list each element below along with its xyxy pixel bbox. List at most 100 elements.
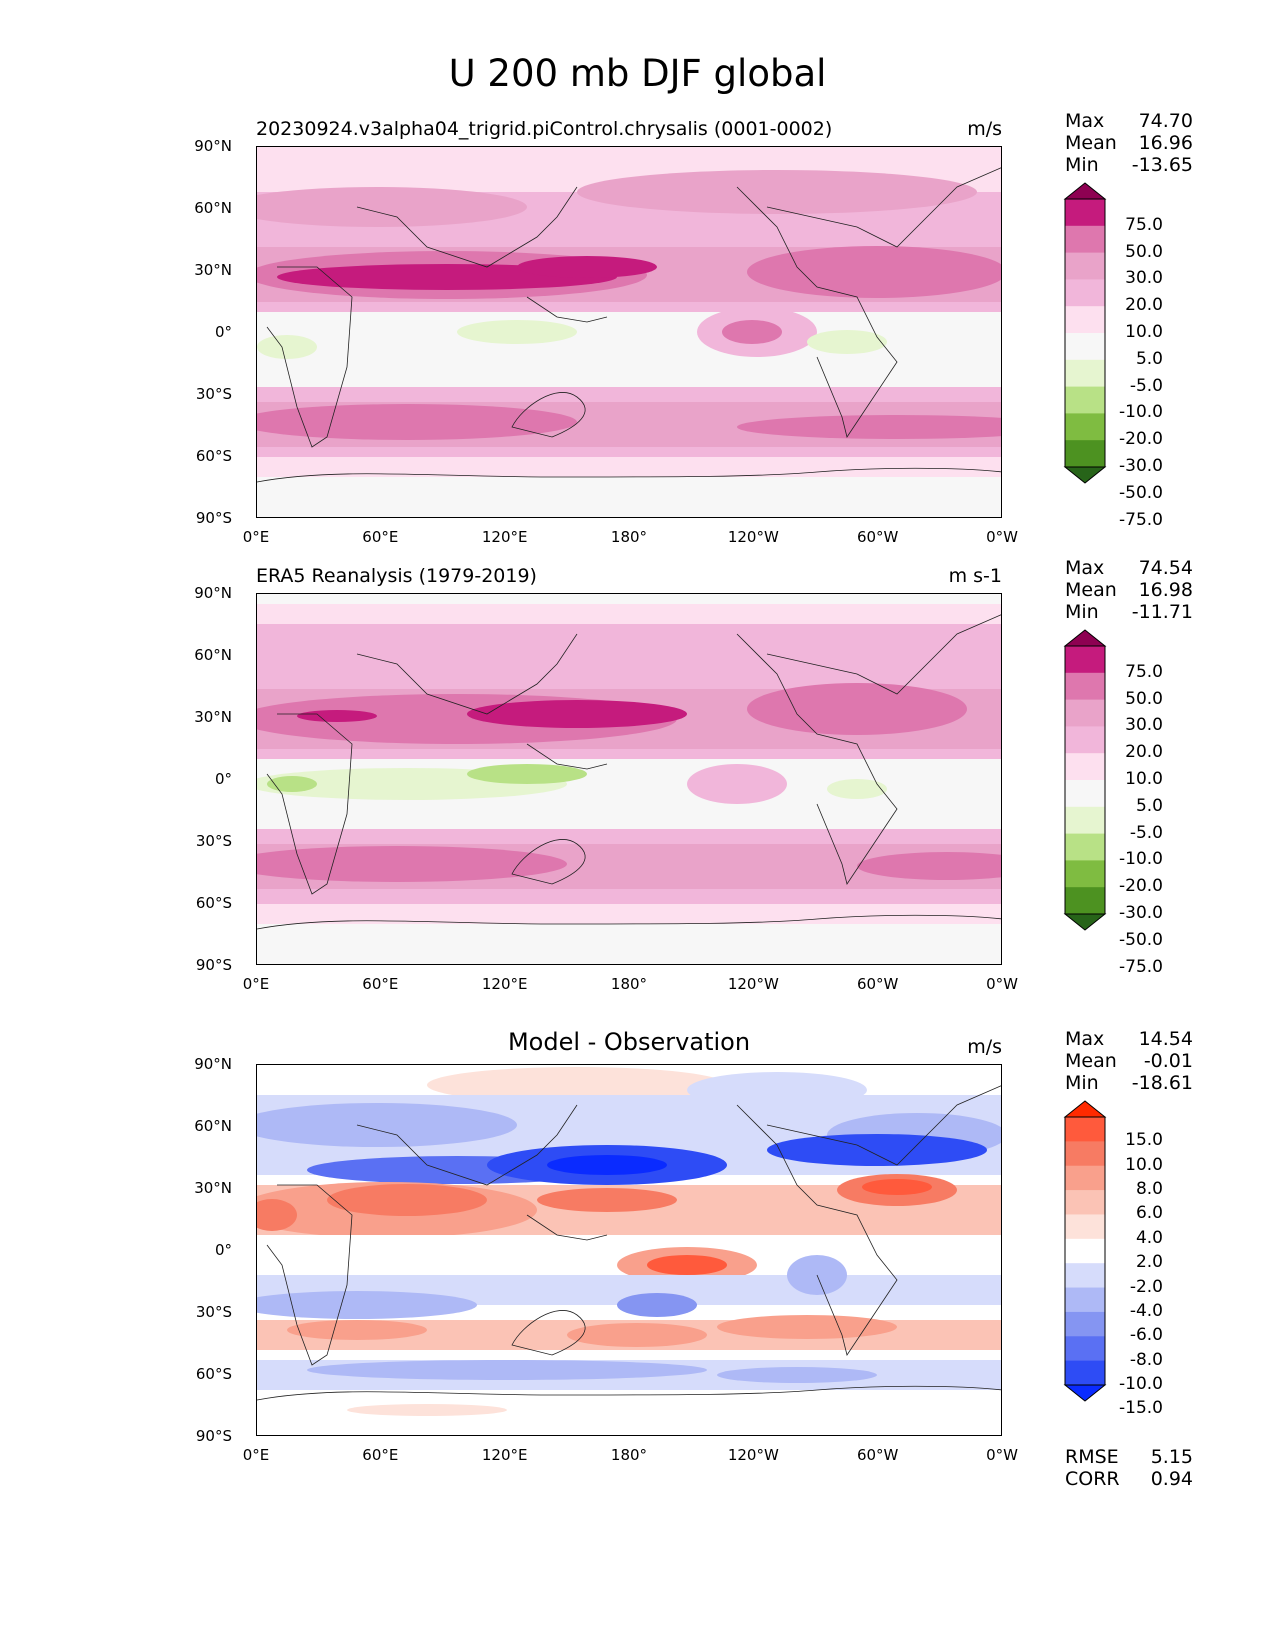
colorbar: 75.0 50.0 30.0 20.0 10.0 5.0 -5.0 -10.0 -20.0 -30…	[1063, 629, 1203, 977]
stats: Max 14.54 Mean -0.01 Min -18.61	[1065, 1028, 1193, 1094]
stat-label: Min	[1065, 601, 1099, 623]
colorbar-swatch	[1065, 440, 1105, 468]
colorbar-swatch	[1065, 252, 1105, 280]
colorbar-swatch	[1065, 1190, 1105, 1215]
colorbar-label: -50.0	[1119, 929, 1163, 950]
colorbar-swatch	[1065, 699, 1105, 727]
colorbar-swatch	[1065, 1238, 1105, 1264]
colorbar-label: 6.0	[1135, 1203, 1163, 1224]
y-tick-label: 90°N	[194, 1055, 232, 1073]
colorbar-label: -75.0	[1119, 956, 1163, 977]
colorbar-swatch	[1065, 199, 1105, 227]
figure-title: U 200 mb DJF global	[448, 52, 827, 95]
colorbar-extend-top	[1063, 629, 1107, 647]
colorbar-swatch	[1065, 333, 1105, 361]
colorbar-label: 75.0	[1125, 214, 1163, 235]
x-tick-label: 180°	[610, 528, 648, 546]
x-tick-label: 0°E	[242, 528, 270, 546]
panel-observation: ERA5 Reanalysis (1979-2019) m s-1	[0, 557, 1275, 1035]
colorbar-extend-top	[1063, 182, 1107, 200]
colorbar-extend-bottom	[1063, 913, 1107, 931]
stat-value: 74.54	[1138, 557, 1193, 579]
colorbar-swatch	[1065, 1165, 1105, 1191]
colorbar-label: 15.0	[1125, 1130, 1163, 1151]
y-tick-label: 0°	[214, 770, 232, 788]
colorbar-swatch	[1065, 225, 1105, 254]
y-tick-label: 60°S	[195, 1365, 232, 1383]
colorbar-label: -5.0	[1129, 375, 1163, 396]
corr-value: 0.94	[1150, 1468, 1193, 1490]
colorbar-label: 10.0	[1125, 1154, 1163, 1175]
x-tick-label: 120°W	[727, 528, 779, 546]
colorbar-label: -6.0	[1129, 1325, 1163, 1346]
stat-value: -13.65	[1131, 154, 1193, 176]
colorbar-swatch	[1065, 860, 1105, 888]
colorbar-swatches	[1063, 182, 1107, 484]
y-tick-label: 30°N	[194, 1179, 232, 1197]
stat-label: Mean	[1065, 132, 1117, 154]
colorbar-extend-bottom	[1063, 1384, 1107, 1402]
y-tick-label: 90°S	[195, 956, 232, 974]
map	[256, 146, 1002, 518]
map-field	[257, 1065, 1001, 1435]
x-tick-label: 60°E	[362, 1446, 399, 1464]
colorbar-swatch	[1065, 359, 1105, 388]
colorbar-swatch	[1065, 887, 1105, 915]
x-tick-label: 60°W	[856, 975, 899, 993]
x-tick-label: 60°E	[362, 528, 399, 546]
stat-value: -0.01	[1143, 1050, 1193, 1072]
colorbar-swatch	[1065, 1141, 1105, 1167]
colorbar-swatch	[1065, 386, 1105, 414]
y-tick-label: 30°S	[195, 1303, 232, 1321]
map	[256, 593, 1002, 965]
corr-label: CORR	[1065, 1468, 1120, 1490]
colorbar-label: -15.0	[1119, 1398, 1163, 1419]
x-tick-label: 60°W	[856, 528, 899, 546]
y-tick-label: 30°N	[194, 261, 232, 279]
panel-title: ERA5 Reanalysis (1979-2019)	[256, 565, 537, 587]
colorbar-swatch	[1065, 1263, 1105, 1289]
panel-units: m/s	[967, 1036, 1002, 1058]
stat-value: 74.70	[1138, 110, 1193, 132]
colorbar: 15.0 10.0 8.0 6.0 4.0 2.0 -2.0 -4.0 -6.0 -8.0 -10.…	[1063, 1100, 1203, 1418]
coastlines	[257, 614, 1001, 930]
colorbar-label: 50.0	[1125, 241, 1163, 262]
coastlines	[257, 1085, 1001, 1401]
x-tick-label: 60°W	[856, 1446, 899, 1464]
colorbar-outline	[1064, 1116, 1106, 1386]
colorbar-label: -2.0	[1129, 1276, 1163, 1297]
colorbar-swatch	[1065, 780, 1105, 808]
map-field	[257, 594, 1001, 964]
y-tick-label: 0°	[214, 323, 232, 341]
y-tick-label: 30°S	[195, 832, 232, 850]
colorbar-swatch	[1065, 1336, 1105, 1362]
colorbar-swatch	[1065, 1287, 1105, 1313]
stat-value: 14.54	[1138, 1028, 1193, 1050]
x-tick-label: 120°E	[481, 975, 528, 993]
y-tick-label: 60°S	[195, 894, 232, 912]
colorbar-label: 30.0	[1125, 268, 1163, 289]
x-tick-label: 0°W	[986, 528, 1018, 546]
colorbar-label: 75.0	[1125, 661, 1163, 682]
colorbar-label: -20.0	[1119, 429, 1163, 450]
colorbar-label: 50.0	[1125, 688, 1163, 709]
y-tick-label: 60°N	[194, 1117, 232, 1135]
y-tick-label: 60°S	[195, 447, 232, 465]
y-tick-label: 30°S	[195, 385, 232, 403]
colorbar-outline	[1064, 645, 1106, 915]
colorbar-outline	[1064, 198, 1106, 468]
colorbar-label: -10.0	[1119, 849, 1163, 870]
colorbar-swatches	[1063, 629, 1107, 931]
colorbar-label: -5.0	[1129, 822, 1163, 843]
colorbar-label: -4.0	[1129, 1300, 1163, 1321]
panel-title: Model - Observation	[507, 1028, 751, 1056]
colorbar-swatch	[1065, 1117, 1105, 1142]
rmse-value: 5.15	[1150, 1446, 1193, 1468]
panel-model: 20230924.v3alpha04_trigrid.piControl.chr…	[0, 110, 1275, 588]
colorbar-swatch	[1065, 646, 1105, 674]
colorbar-label: 5.0	[1135, 348, 1163, 369]
y-tick-label: 90°S	[195, 509, 232, 527]
colorbar-swatch	[1065, 413, 1105, 441]
colorbar-swatch	[1065, 672, 1105, 701]
x-tick-label: 0°W	[986, 1446, 1018, 1464]
